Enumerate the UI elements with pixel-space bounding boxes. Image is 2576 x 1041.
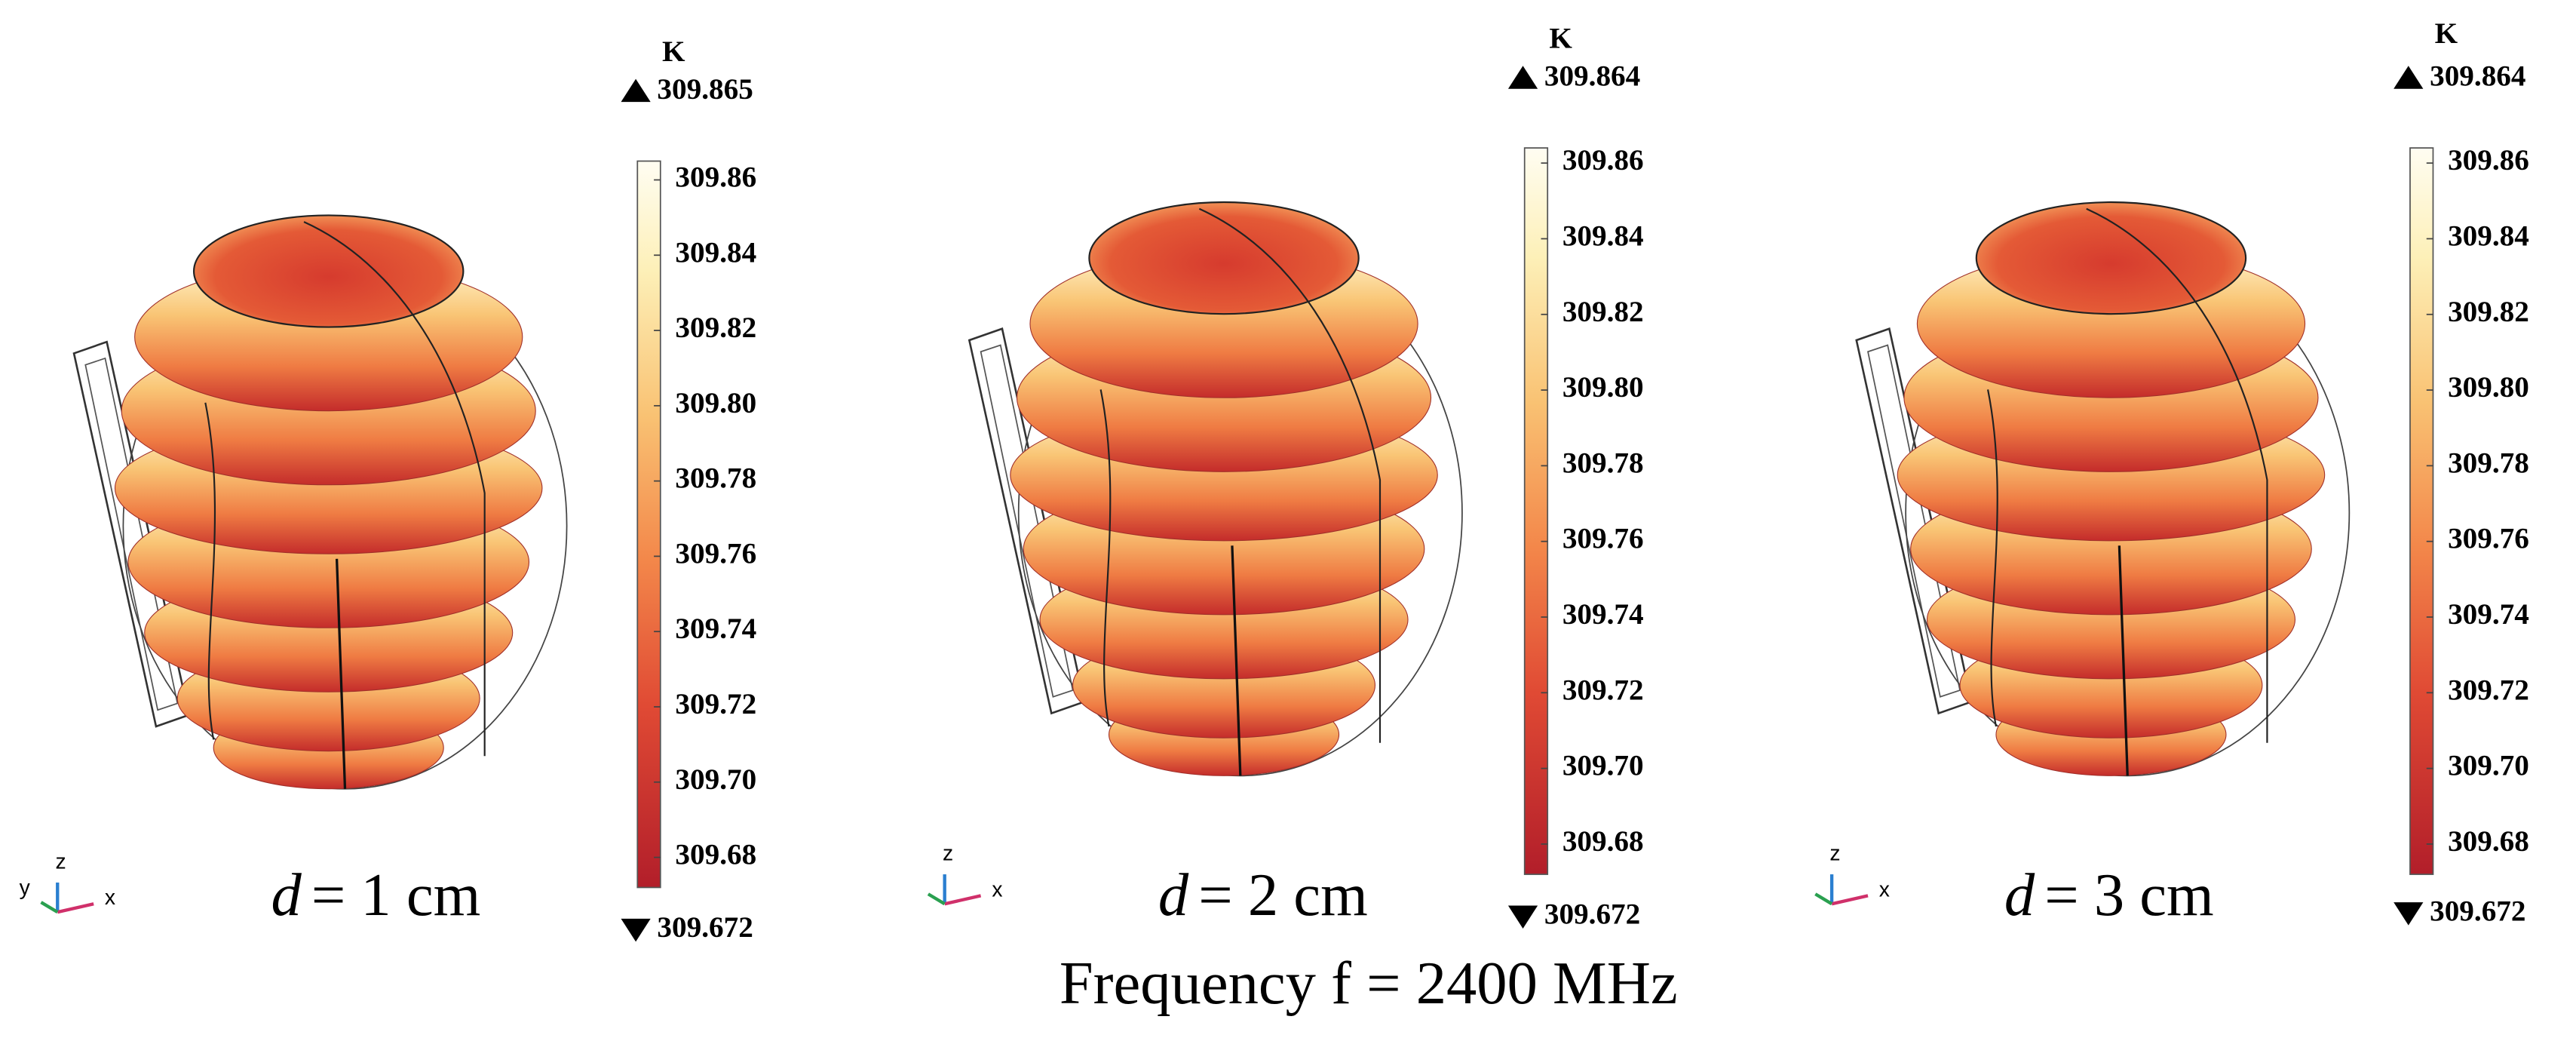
head-cap xyxy=(192,214,465,328)
colorbar-tick-label: 309.80 xyxy=(1562,371,1644,404)
head-wire xyxy=(335,558,347,789)
axis-label: y xyxy=(20,876,31,900)
head-wire xyxy=(204,402,216,740)
min-label: 309.672 xyxy=(2430,895,2525,927)
axis-y xyxy=(927,892,946,906)
colorbar-tick-label: 309.80 xyxy=(675,387,756,419)
axis-x xyxy=(57,902,94,914)
head-cap xyxy=(1088,201,1360,315)
colorbar-tick-label: 309.76 xyxy=(1562,523,1644,555)
colorbar-tick-label: 309.78 xyxy=(675,462,756,495)
axis-y xyxy=(1814,892,1833,906)
head-wire xyxy=(1987,389,1998,727)
caption: d = 2 cm xyxy=(1158,861,1368,928)
caption-text: = 2 cm xyxy=(1198,861,1368,928)
colorbar-tick-label: 309.80 xyxy=(2448,371,2529,404)
head-wire xyxy=(2086,207,2268,743)
max-marker xyxy=(621,78,651,103)
axis-label: z xyxy=(943,841,953,865)
colorbar xyxy=(1523,147,1549,875)
colorbar-tick-label: 309.68 xyxy=(675,839,756,871)
colorbar-tick-label: 309.78 xyxy=(2448,447,2529,479)
axis-label: z xyxy=(1829,841,1840,865)
colorbar-tick-label: 309.82 xyxy=(1562,296,1644,328)
axis-label: z xyxy=(56,849,66,874)
colorbar-tick-label: 309.72 xyxy=(675,688,756,720)
panel: K 309.864 309.672 309.86 309.84 309.82 309.80 3… xyxy=(927,23,1644,931)
caption-variable: d xyxy=(271,861,302,928)
colorbar-tick-label: 309.74 xyxy=(675,613,756,645)
colorbar xyxy=(2409,147,2434,875)
unit-label: K xyxy=(2435,17,2458,50)
min-label: 309.672 xyxy=(1544,898,1640,931)
colorbar-tick-label: 309.76 xyxy=(675,537,756,570)
colorbar-tick-label: 309.70 xyxy=(675,763,756,796)
colorbar-tick-label: 309.78 xyxy=(1562,447,1644,479)
head-cap xyxy=(1975,201,2247,315)
footer: Frequency f = 2400 MHz xyxy=(1060,950,1678,1017)
colorbar-tick-label: 309.68 xyxy=(1562,825,1644,858)
colorbar xyxy=(636,160,661,889)
unit-label: K xyxy=(662,35,685,68)
caption-text: = 1 cm xyxy=(311,861,481,928)
phone-outline xyxy=(980,344,1074,698)
caption-variable: d xyxy=(1158,861,1189,928)
axis-label: x xyxy=(105,886,115,910)
min-marker xyxy=(621,918,651,942)
head-wire xyxy=(303,221,486,757)
unit-label: K xyxy=(1549,23,1572,55)
max-label: 309.865 xyxy=(657,73,753,106)
colorbar-tick-label: 309.86 xyxy=(675,161,756,193)
axis-y xyxy=(40,901,59,914)
head-wire xyxy=(2118,545,2129,776)
caption-variable: d xyxy=(2004,861,2035,928)
max-label: 309.864 xyxy=(2430,60,2525,93)
max-label: 309.864 xyxy=(1544,60,1640,93)
colorbar-tick-label: 309.72 xyxy=(2448,674,2529,706)
caption: d = 1 cm xyxy=(271,861,480,928)
head-wire xyxy=(1099,389,1112,727)
caption: d = 3 cm xyxy=(2004,861,2214,928)
colorbar-tick-label: 309.82 xyxy=(2448,296,2529,328)
colorbar-tick-label: 309.76 xyxy=(2448,523,2529,555)
head-wire xyxy=(1198,207,1382,743)
min-label: 309.672 xyxy=(657,911,753,944)
axis-label: x xyxy=(1879,877,1890,901)
colorbar-tick-label: 309.82 xyxy=(675,312,756,344)
min-marker xyxy=(2394,902,2424,926)
phone-outline xyxy=(84,357,179,711)
panel: K 309.864 309.672 309.86 309.84 309.82 309.80 3… xyxy=(1814,17,2529,928)
caption-text: = 3 cm xyxy=(2044,861,2214,928)
colorbar-tick-label: 309.70 xyxy=(1562,750,1644,782)
axis-label: x xyxy=(992,877,1002,901)
colorbar-tick-label: 309.86 xyxy=(1562,144,1644,177)
phone-outline xyxy=(1867,344,1961,698)
axis-x xyxy=(1831,894,1869,906)
axis-x xyxy=(944,894,982,906)
panel: K 309.865 309.672 309.86 309.84 309.82 309.80 3… xyxy=(20,35,757,944)
colorbar-tick-label: 309.68 xyxy=(2448,825,2529,858)
max-marker xyxy=(2394,66,2424,89)
colorbar-tick-label: 309.84 xyxy=(1562,220,1644,252)
head-wire xyxy=(1231,545,1242,776)
min-marker xyxy=(1507,905,1538,929)
colorbar-tick-label: 309.74 xyxy=(1562,598,1644,631)
max-marker xyxy=(1507,66,1538,89)
colorbar-tick-label: 309.84 xyxy=(2448,220,2529,252)
colorbar-tick-label: 309.84 xyxy=(675,236,756,269)
colorbar-tick-label: 309.74 xyxy=(2448,598,2529,631)
colorbar-tick-label: 309.86 xyxy=(2448,144,2529,177)
colorbar-tick-label: 309.70 xyxy=(2448,750,2529,782)
colorbar-tick-label: 309.72 xyxy=(1562,674,1644,706)
